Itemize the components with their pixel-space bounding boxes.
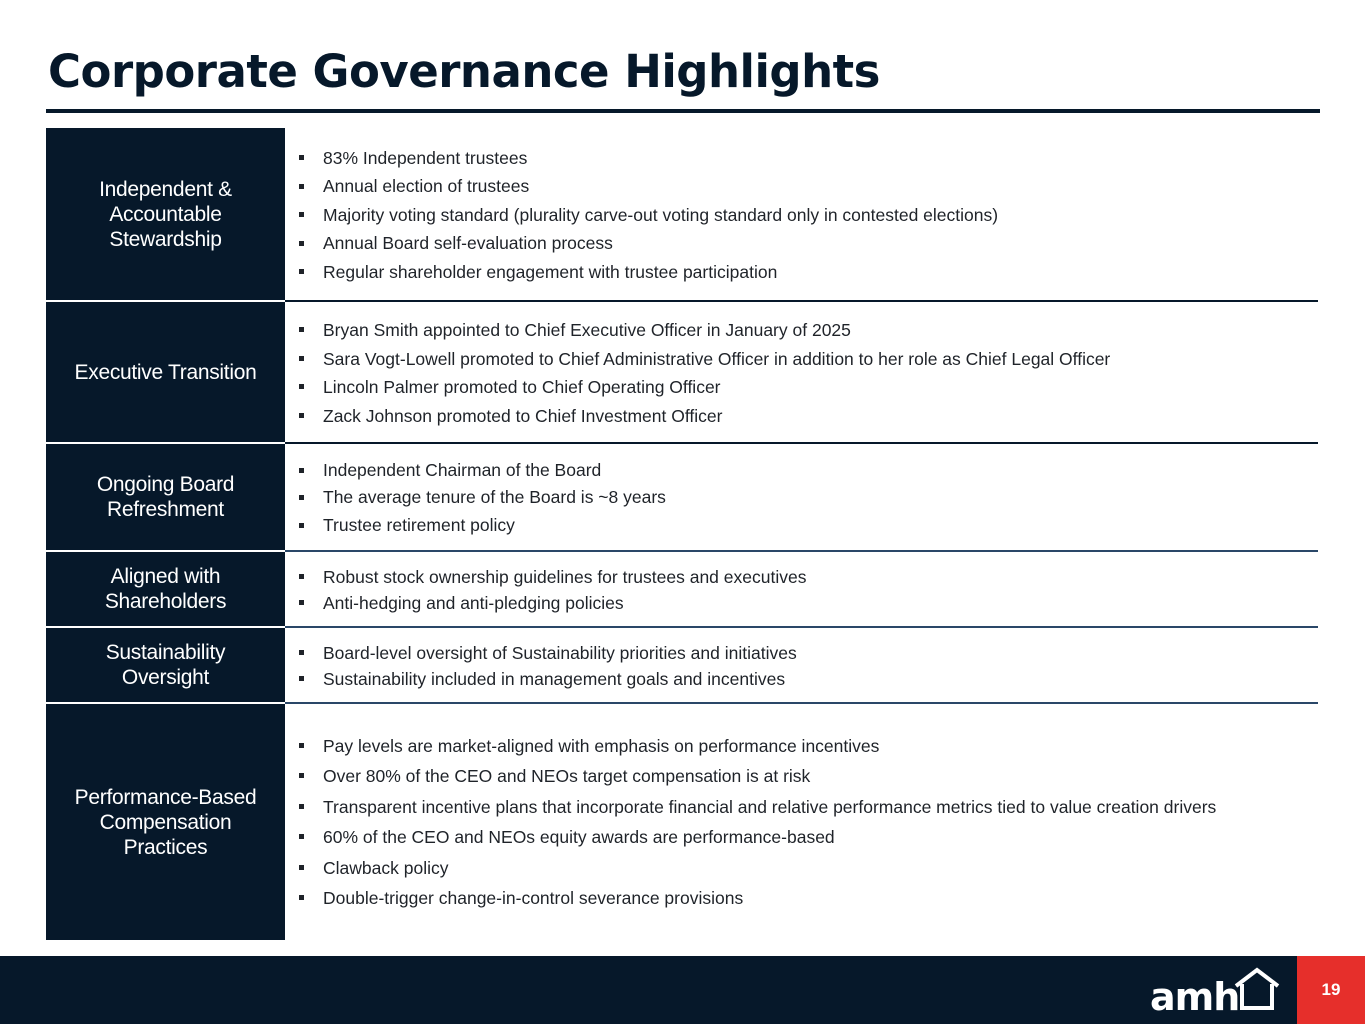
- amh-logo: amh: [1150, 967, 1280, 1018]
- row-label: Executive Transition: [46, 302, 285, 444]
- governance-table: Independent & Accountable Stewardship 83…: [46, 128, 1318, 940]
- row-label: Aligned with Shareholders: [46, 552, 285, 628]
- row-bullets: Bryan Smith appointed to Chief Executive…: [285, 302, 1318, 444]
- bullet-item: Transparent incentive plans that incorpo…: [299, 792, 1318, 823]
- bullet-item: Clawback policy: [299, 853, 1318, 884]
- bullet-item: Independent Chairman of the Board: [299, 457, 1318, 485]
- bullet-item: Lincoln Palmer promoted to Chief Operati…: [299, 373, 1318, 402]
- row-bullets: 83% Independent trustees Annual election…: [285, 128, 1318, 302]
- governance-row: Aligned with Shareholders Robust stock o…: [46, 552, 1318, 628]
- bullet-item: Board-level oversight of Sustainability …: [299, 640, 1318, 667]
- bullet-item: Pay levels are market-aligned with empha…: [299, 731, 1318, 762]
- row-label: Sustainability Oversight: [46, 628, 285, 704]
- bullet-item: Zack Johnson promoted to Chief Investmen…: [299, 402, 1318, 431]
- house-roof-icon: [1234, 967, 1280, 1010]
- bullet-item: 60% of the CEO and NEOs equity awards ar…: [299, 822, 1318, 853]
- row-bullets: Independent Chairman of the Board The av…: [285, 444, 1318, 552]
- governance-row: Independent & Accountable Stewardship 83…: [46, 128, 1318, 302]
- page-number: 19: [1297, 956, 1365, 1024]
- page-title: Corporate Governance Highlights: [48, 45, 880, 98]
- bullet-item: Over 80% of the CEO and NEOs target comp…: [299, 761, 1318, 792]
- bullet-item: Anti-hedging and anti-pledging policies: [299, 590, 1318, 617]
- bullet-item: Double-trigger change-in-control severan…: [299, 883, 1318, 914]
- bullet-item: Robust stock ownership guidelines for tr…: [299, 564, 1318, 591]
- row-bullets: Robust stock ownership guidelines for tr…: [285, 552, 1318, 628]
- governance-row: Ongoing Board Refreshment Independent Ch…: [46, 444, 1318, 552]
- title-underline: [46, 109, 1320, 113]
- bullet-item: Bryan Smith appointed to Chief Executive…: [299, 316, 1318, 345]
- governance-row: Sustainability Oversight Board-level ove…: [46, 628, 1318, 704]
- footer-bar: amh 19: [0, 956, 1365, 1024]
- bullet-item: The average tenure of the Board is ~8 ye…: [299, 484, 1318, 512]
- bullet-item: Sustainability included in management go…: [299, 666, 1318, 693]
- bullet-item: Regular shareholder engagement with trus…: [299, 258, 1318, 287]
- governance-row: Executive Transition Bryan Smith appoint…: [46, 302, 1318, 444]
- bullet-item: 83% Independent trustees: [299, 144, 1318, 173]
- bullet-item: Sara Vogt-Lowell promoted to Chief Admin…: [299, 345, 1318, 374]
- logo-text: amh: [1150, 975, 1239, 1018]
- governance-row: Performance-Based Compensation Practices…: [46, 704, 1318, 940]
- bullet-item: Majority voting standard (plurality carv…: [299, 201, 1318, 230]
- row-label: Ongoing Board Refreshment: [46, 444, 285, 552]
- row-label: Independent & Accountable Stewardship: [46, 128, 285, 302]
- bullet-item: Annual election of trustees: [299, 172, 1318, 201]
- row-label: Performance-Based Compensation Practices: [46, 704, 285, 940]
- bullet-item: Trustee retirement policy: [299, 512, 1318, 540]
- row-bullets: Pay levels are market-aligned with empha…: [285, 704, 1318, 940]
- bullet-item: Annual Board self-evaluation process: [299, 229, 1318, 258]
- row-bullets: Board-level oversight of Sustainability …: [285, 628, 1318, 704]
